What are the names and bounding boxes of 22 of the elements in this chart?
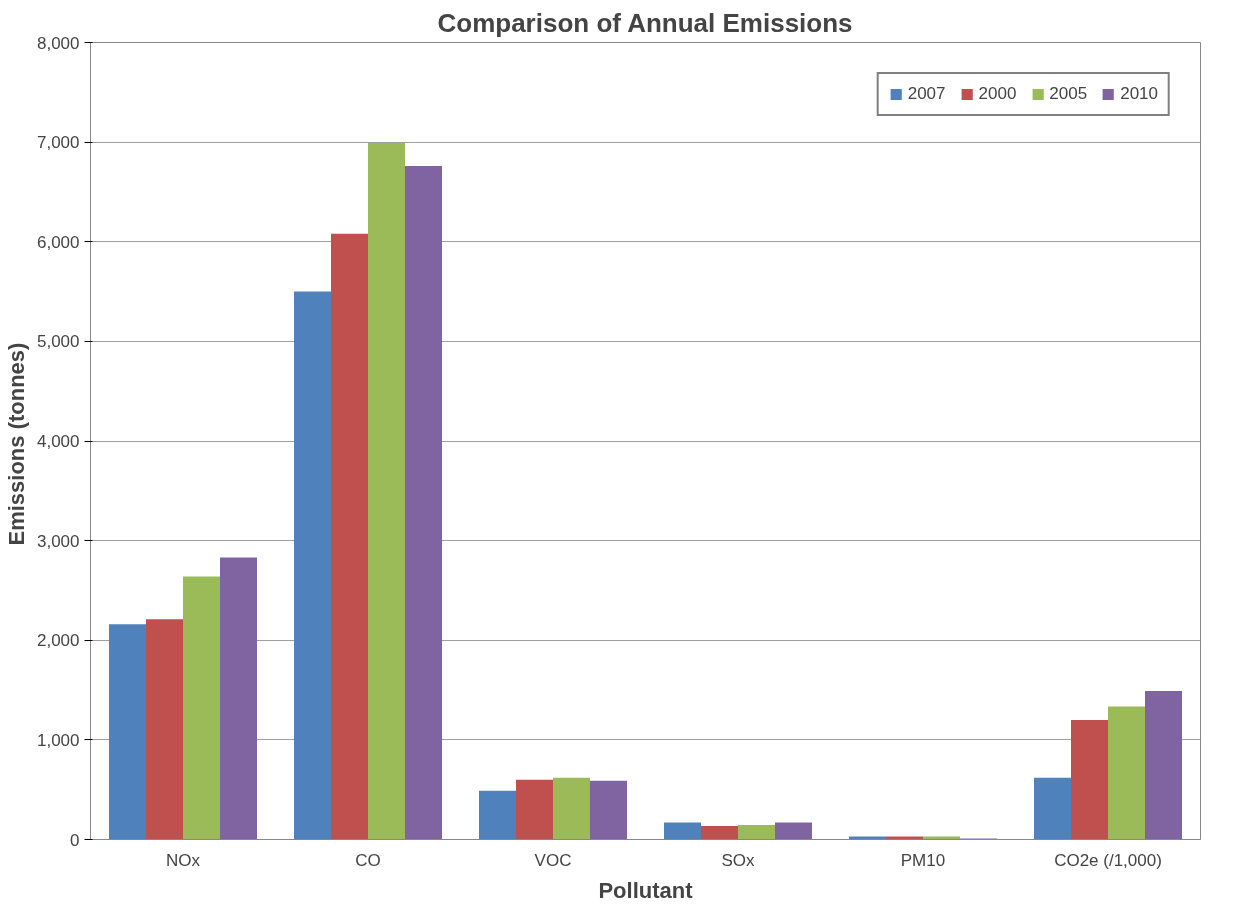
y-tick-label: 6,000: [36, 232, 80, 252]
chart-title: Comparison of Annual Emissions: [437, 7, 853, 38]
y-tick-label: 2,000: [36, 631, 80, 651]
y-axis-title: Emissions (tonnes): [3, 342, 29, 546]
x-axis-title: Pollutant: [598, 877, 694, 903]
legend-label: 2000: [978, 84, 1017, 104]
y-tick-label: 7,000: [36, 133, 80, 153]
y-tick-label: 1,000: [36, 730, 80, 750]
legend-label: 2005: [1049, 84, 1088, 104]
y-tick-label: 4,000: [36, 432, 80, 451]
x-tick-label: NOx: [166, 850, 201, 870]
x-tick-label: PM10: [900, 850, 946, 870]
legend-label: 2010: [1120, 84, 1158, 104]
x-tick-label: SOx: [721, 850, 756, 870]
legend-label: 2007: [907, 84, 946, 104]
x-tick-label: CO2e (/1,000): [1054, 850, 1162, 870]
y-tick-label: 0: [70, 830, 80, 850]
y-tick-label: 3,000: [36, 531, 80, 551]
x-tick-label: VOC: [534, 850, 572, 870]
x-tick-label: CO: [355, 850, 381, 870]
y-tick-label: 8,000: [36, 33, 80, 53]
y-tick-label: 5,000: [36, 332, 80, 352]
